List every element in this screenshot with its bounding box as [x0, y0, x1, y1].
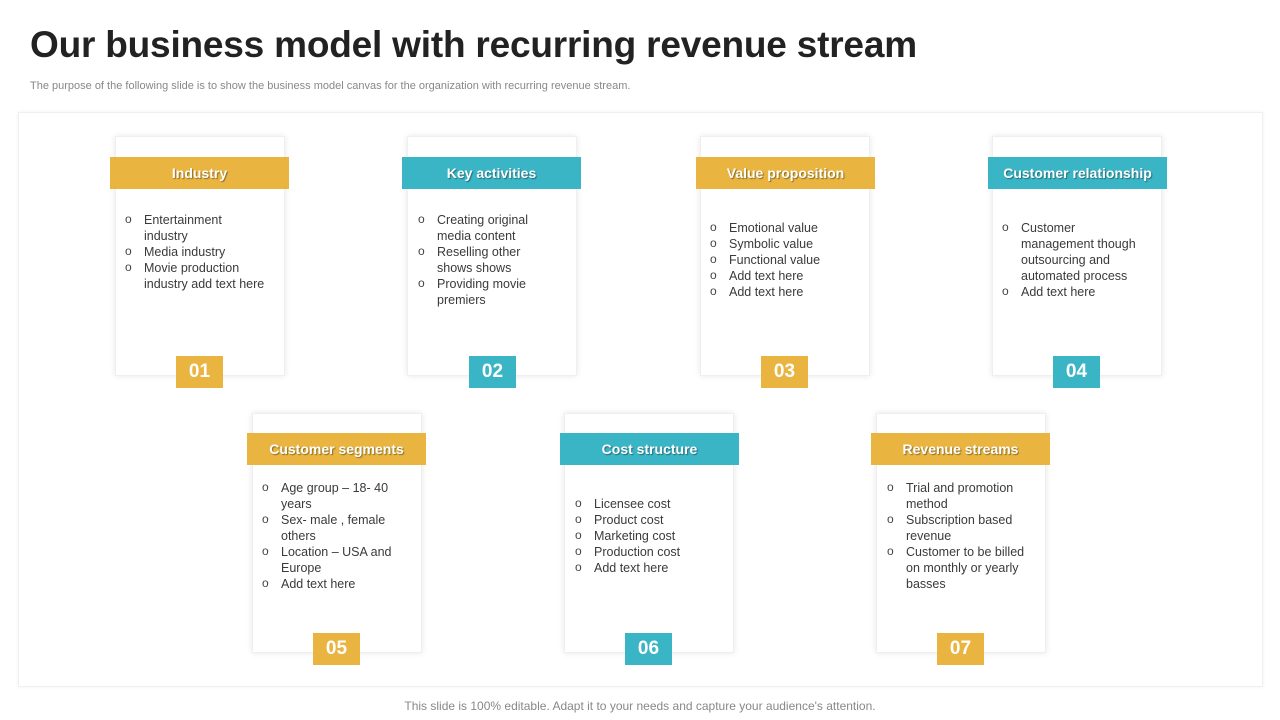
- list-item: Customer management though outsourcing a…: [1002, 219, 1147, 284]
- card-title-industry: Industry: [110, 157, 289, 189]
- list-item: Sex- male , female others: [262, 511, 402, 544]
- card-title-revenue-streams: Revenue streams: [871, 433, 1050, 465]
- list-item: Symbolic value: [710, 235, 850, 252]
- list-item: Add text here: [1002, 283, 1147, 300]
- card-number-03: 03: [761, 356, 808, 388]
- list-item: Media industry: [125, 243, 265, 260]
- list-item: Add text here: [710, 267, 850, 284]
- card-title-customer-relationship: Customer relationship: [988, 157, 1167, 189]
- list-item: Marketing cost: [575, 527, 715, 544]
- list-customer-relationship: Customer management though outsourcing a…: [1002, 219, 1147, 300]
- card-title-key-activities: Key activities: [402, 157, 581, 189]
- list-item: Age group – 18- 40 years: [262, 479, 402, 512]
- list-item: Licensee cost: [575, 495, 715, 512]
- card-title-cost-structure: Cost structure: [560, 433, 739, 465]
- list-item: Functional value: [710, 251, 850, 268]
- list-item: Entertainment industry: [125, 211, 265, 244]
- card-number-07: 07: [937, 633, 984, 665]
- card-number-02: 02: [469, 356, 516, 388]
- list-revenue-streams: Trial and promotion method Subscription …: [887, 479, 1037, 592]
- list-item: Movie production industry add text here: [125, 259, 265, 292]
- list-item: Production cost: [575, 543, 715, 560]
- list-item: Providing movie premiers: [418, 275, 548, 308]
- card-number-04: 04: [1053, 356, 1100, 388]
- list-item: Emotional value: [710, 219, 850, 236]
- list-item: Location – USA and Europe: [262, 543, 402, 576]
- list-customer-segments: Age group – 18- 40 years Sex- male , fem…: [262, 479, 402, 592]
- card-number-05: 05: [313, 633, 360, 665]
- list-industry: Entertainment industry Media industry Mo…: [125, 211, 265, 292]
- list-item: Trial and promotion method: [887, 479, 1037, 512]
- footer-note: This slide is 100% editable. Adapt it to…: [404, 699, 876, 713]
- list-item: Add text here: [262, 575, 402, 592]
- list-item: Add text here: [710, 283, 850, 300]
- page-subtitle: The purpose of the following slide is to…: [30, 80, 631, 92]
- page-title: Our business model with recurring revenu…: [30, 24, 917, 65]
- card-title-value-proposition: Value proposition: [696, 157, 875, 189]
- list-item: Customer to be billed on monthly or year…: [887, 543, 1037, 592]
- list-item: Subscription based revenue: [887, 511, 1037, 544]
- list-item: Product cost: [575, 511, 715, 528]
- list-item: Add text here: [575, 559, 715, 576]
- list-item: Creating original media content: [418, 211, 548, 244]
- list-cost-structure: Licensee cost Product cost Marketing cos…: [575, 495, 715, 576]
- list-key-activities: Creating original media content Resellin…: [418, 211, 548, 308]
- card-number-06: 06: [625, 633, 672, 665]
- list-value-proposition: Emotional value Symbolic value Functiona…: [710, 219, 850, 300]
- card-number-01: 01: [176, 356, 223, 388]
- card-title-customer-segments: Customer segments: [247, 433, 426, 465]
- list-item: Reselling other shows shows: [418, 243, 548, 276]
